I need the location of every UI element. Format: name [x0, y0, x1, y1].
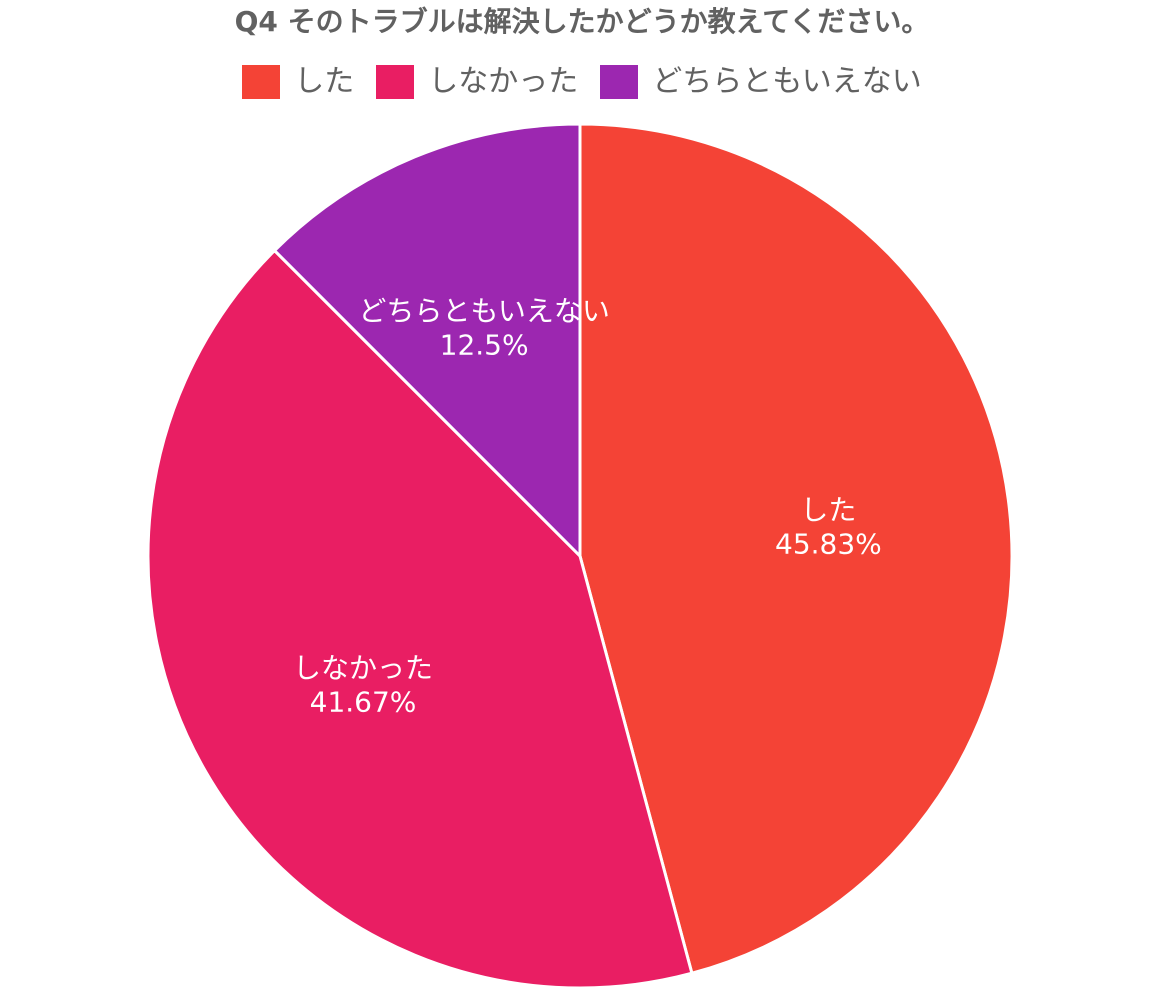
legend-swatch-1 — [376, 65, 415, 99]
chart-title: Q4 そのトラブルは解決したかどうか教えてください。 — [234, 5, 930, 38]
pie-slice-1[interactable] — [146, 248, 694, 990]
legend-swatch-0 — [242, 65, 281, 99]
slice-label-1: しなかった — [293, 651, 433, 684]
legend-item-1[interactable]: しなかった — [376, 65, 578, 99]
legend-label-1: しなかった — [428, 64, 579, 99]
legend-item-0[interactable]: した — [242, 65, 354, 99]
slice-label-2: どちらともいえない — [358, 295, 609, 328]
legend-label-2: どちらともいえない — [652, 64, 922, 99]
slice-label-0: した — [800, 493, 856, 526]
slice-value-label-2: 12.5% — [440, 329, 529, 362]
slice-value-label-0: 45.83% — [775, 527, 882, 560]
pie-slice-0[interactable] — [578, 122, 1014, 976]
slice-value-label-1: 41.67% — [310, 685, 417, 718]
legend: した しなかった どちらともいえない — [0, 60, 1164, 104]
pie-slice-2[interactable] — [272, 122, 582, 560]
legend-item-2[interactable]: どちらともいえない — [600, 64, 922, 99]
legend-label-0: した — [294, 64, 355, 99]
legend-swatch-2 — [600, 65, 639, 99]
